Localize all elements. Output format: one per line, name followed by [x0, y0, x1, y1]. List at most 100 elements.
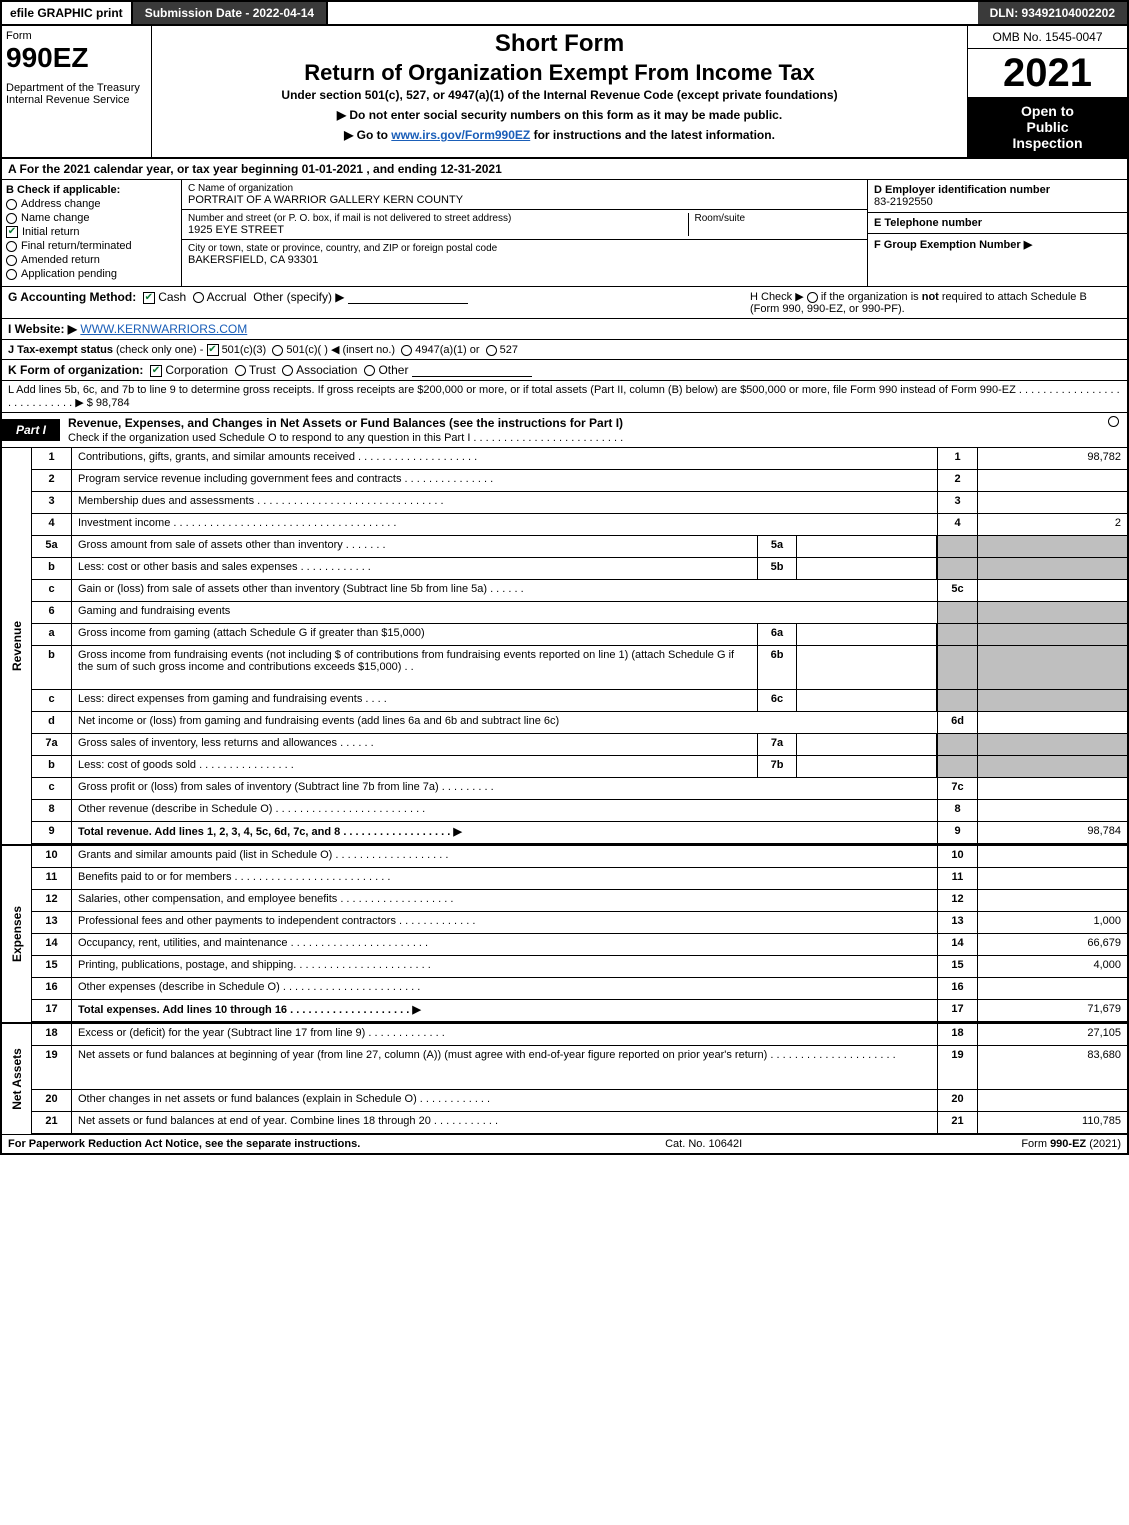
b-checkbox-1[interactable] [6, 213, 17, 224]
h-checkbox[interactable] [807, 292, 818, 303]
j-501c-checkbox[interactable] [272, 345, 283, 356]
line-number: 11 [32, 868, 72, 889]
top-spacer [328, 2, 977, 24]
line-desc: Net income or (loss) from gaming and fun… [72, 712, 937, 733]
part1-title-text: Revenue, Expenses, and Changes in Net As… [68, 416, 623, 430]
right-line-number: 18 [937, 1024, 977, 1045]
line-number: 7a [32, 734, 72, 755]
line-number: 5a [32, 536, 72, 557]
line-desc: Total revenue. Add lines 1, 2, 3, 4, 5c,… [72, 822, 937, 843]
j-501c3-checkbox[interactable] [207, 344, 219, 356]
value-cell [977, 1090, 1127, 1111]
line-desc: Salaries, other compensation, and employ… [72, 890, 937, 911]
right-line-number: 6d [937, 712, 977, 733]
right-line-number: 7c [937, 778, 977, 799]
j-4947-checkbox[interactable] [401, 345, 412, 356]
value-cell: 83,680 [977, 1046, 1127, 1089]
right-line-number [937, 558, 977, 579]
b-label-2: Initial return [22, 226, 79, 238]
k-other-blank[interactable] [412, 365, 532, 377]
line-number: d [32, 712, 72, 733]
k-corp-checkbox[interactable] [150, 365, 162, 377]
row-rev-2: 3Membership dues and assessments . . . .… [32, 492, 1127, 514]
header-center: Short Form Return of Organization Exempt… [152, 26, 967, 157]
mini-line-number: 7a [757, 734, 797, 755]
column-c: C Name of organization PORTRAIT OF A WAR… [182, 180, 867, 286]
main-title: Return of Organization Exempt From Incom… [160, 60, 959, 86]
top-bar: efile GRAPHIC print Submission Date - 20… [0, 0, 1129, 26]
b-checkbox-3[interactable] [6, 241, 17, 252]
b-checkbox-2[interactable] [6, 226, 18, 238]
line-desc: Grants and similar amounts paid (list in… [72, 846, 937, 867]
irs-link[interactable]: www.irs.gov/Form990EZ [391, 128, 530, 142]
line-number: 16 [32, 978, 72, 999]
value-cell [977, 492, 1127, 513]
line-number: 10 [32, 846, 72, 867]
footer-r-pre: Form [1021, 1138, 1050, 1150]
c-name-caption: C Name of organization [188, 183, 861, 194]
line-desc: Gross income from gaming (attach Schedul… [72, 624, 757, 645]
dept-line2: Internal Revenue Service [6, 94, 147, 106]
cash-label: Cash [158, 290, 186, 304]
page-footer: For Paperwork Reduction Act Notice, see … [0, 1134, 1129, 1155]
other-specify-blank[interactable] [348, 292, 468, 304]
k-other-checkbox[interactable] [364, 365, 375, 376]
j-o4: 527 [500, 344, 518, 356]
row-net-27: 20Other changes in net assets or fund ba… [32, 1090, 1127, 1112]
j-527-checkbox[interactable] [486, 345, 497, 356]
right-line-number: 11 [937, 868, 977, 889]
website-link[interactable]: WWW.KERNWARRIORS.COM [80, 322, 247, 336]
j-sub: (check only one) - [116, 344, 206, 356]
line-desc: Less: direct expenses from gaming and fu… [72, 690, 757, 711]
right-line-number: 19 [937, 1046, 977, 1089]
value-cell: 4,000 [977, 956, 1127, 977]
b-checkbox-5[interactable] [6, 269, 17, 280]
right-line-number [937, 756, 977, 777]
value-cell: 98,782 [977, 448, 1127, 469]
right-line-number [937, 602, 977, 623]
row-rev-12: 7aGross sales of inventory, less returns… [32, 734, 1127, 756]
right-line-number [937, 624, 977, 645]
efile-label[interactable]: efile GRAPHIC print [2, 2, 133, 24]
footer-left: For Paperwork Reduction Act Notice, see … [8, 1138, 565, 1150]
f-group: F Group Exemption Number ▶ [868, 234, 1127, 255]
accrual-checkbox[interactable] [193, 292, 204, 303]
value-cell [977, 690, 1127, 711]
k-assoc-checkbox[interactable] [282, 365, 293, 376]
line-number: 9 [32, 822, 72, 843]
mid-value-cell [797, 734, 937, 755]
row-rev-16: 9Total revenue. Add lines 1, 2, 3, 4, 5c… [32, 822, 1127, 844]
footer-r-bold: 990-EZ [1050, 1138, 1086, 1150]
mini-line-number: 6c [757, 690, 797, 711]
b-checkbox-0[interactable] [6, 199, 17, 210]
right-line-number [937, 536, 977, 557]
b-checkbox-4[interactable] [6, 255, 17, 266]
right-line-number [937, 646, 977, 689]
line-desc: Net assets or fund balances at end of ye… [72, 1112, 937, 1133]
k-trust-checkbox[interactable] [235, 365, 246, 376]
b-label-3: Final return/terminated [21, 240, 132, 252]
line-number: 6 [32, 602, 72, 623]
value-cell [977, 756, 1127, 777]
value-cell [977, 536, 1127, 557]
cash-checkbox[interactable] [143, 292, 155, 304]
dept-line1: Department of the Treasury [6, 82, 147, 94]
row-rev-4: 5aGross amount from sale of assets other… [32, 536, 1127, 558]
b-heading: B Check if applicable: [6, 184, 177, 196]
j-o1: 501(c)(3) [222, 344, 267, 356]
warning-note: ▶ Do not enter social security numbers o… [160, 108, 959, 122]
part1-check-line: Check if the organization used Schedule … [68, 432, 623, 444]
row-rev-3: 4Investment income . . . . . . . . . . .… [32, 514, 1127, 536]
d-ein: D Employer identification number 83-2192… [868, 180, 1127, 213]
b-item-4: Amended return [6, 254, 177, 266]
right-line-number: 10 [937, 846, 977, 867]
right-line-number: 20 [937, 1090, 977, 1111]
short-form-title: Short Form [160, 30, 959, 58]
k-o2: Trust [249, 363, 276, 377]
value-cell: 110,785 [977, 1112, 1127, 1133]
part1-tab: Part I [2, 419, 60, 441]
c-street-row: Number and street (or P. O. box, if mail… [182, 210, 867, 240]
part1-checkbox[interactable] [1108, 416, 1119, 427]
line-number: 4 [32, 514, 72, 535]
mini-line-number: 7b [757, 756, 797, 777]
